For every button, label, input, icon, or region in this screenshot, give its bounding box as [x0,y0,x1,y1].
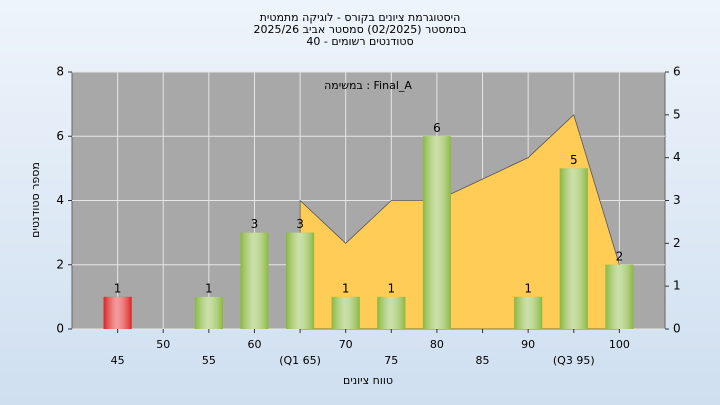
value-label: 1 [524,281,532,295]
chart-title: היסטוגרמת ציונים בקורס - לוגיקה מתמטית [260,11,461,24]
x-tick-label: 90 [521,338,535,351]
bar [514,296,543,329]
x-tick-label: (Q3 95) [553,354,595,367]
bar [286,232,315,329]
value-label: 2 [616,249,624,263]
y2-tick-label: 2 [673,236,681,250]
value-label: 1 [342,281,350,295]
x-tick-label: 70 [339,338,353,351]
y-tick-label: 8 [56,65,64,79]
value-label: 1 [114,281,122,295]
x-tick-label: 60 [247,338,261,351]
y-tick-label: 4 [56,193,64,207]
value-label: 3 [251,217,259,231]
bar [422,136,451,329]
x-tick-label: (Q1 65) [279,354,321,367]
bar [194,296,223,329]
y-tick-label: 0 [56,322,64,336]
y2-tick-label: 1 [673,279,681,293]
x-tick-label: 55 [202,354,216,367]
y2-tick-label: 3 [673,193,681,207]
x-tick-label: 85 [476,354,490,367]
bar [605,264,634,329]
bar [103,296,132,329]
x-axis-label: טווח ציונים [343,374,393,387]
bar [559,168,588,329]
value-label: 1 [205,281,213,295]
y-tick-label: 6 [56,129,64,143]
bar [240,232,269,329]
value-label: 3 [296,217,304,231]
value-label: 5 [570,153,578,167]
y2-tick-label: 6 [673,65,681,79]
value-label: 1 [387,281,395,295]
x-tick-label: 80 [430,338,444,351]
chart-title: סטודנטים רשומים - 40 [306,35,413,48]
y-tick-label: 2 [56,257,64,271]
y2-tick-label: 0 [673,322,681,336]
annotation: Final_A : במשימה [324,79,412,92]
bar [331,296,360,329]
y-axis-label: מספר סטודנטים [29,162,42,238]
y2-tick-label: 4 [673,150,681,164]
bar [377,296,406,329]
x-tick-label: 75 [384,354,398,367]
value-label: 6 [433,121,441,135]
chart-title: בסמסטר (02/2025) סמסטר אביב 2025/26 [253,23,466,36]
x-tick-label: 100 [609,338,630,351]
x-tick-label: 50 [156,338,170,351]
y2-tick-label: 5 [673,107,681,121]
x-tick-label: 45 [111,354,125,367]
